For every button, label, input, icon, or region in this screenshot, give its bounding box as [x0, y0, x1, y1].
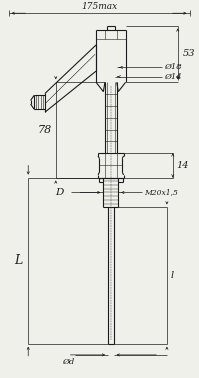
- Text: l: l: [171, 271, 174, 280]
- Text: 14: 14: [177, 161, 189, 170]
- Text: Ød: Ød: [62, 358, 74, 366]
- Text: Ø18: Ø18: [164, 64, 181, 71]
- Text: D: D: [55, 188, 64, 197]
- Text: M20x1,5: M20x1,5: [144, 189, 178, 197]
- Text: 175max: 175max: [81, 2, 117, 11]
- Text: L: L: [14, 254, 22, 267]
- Text: Ø14: Ø14: [164, 73, 181, 81]
- Text: 53: 53: [183, 50, 195, 59]
- Text: 78: 78: [38, 125, 52, 135]
